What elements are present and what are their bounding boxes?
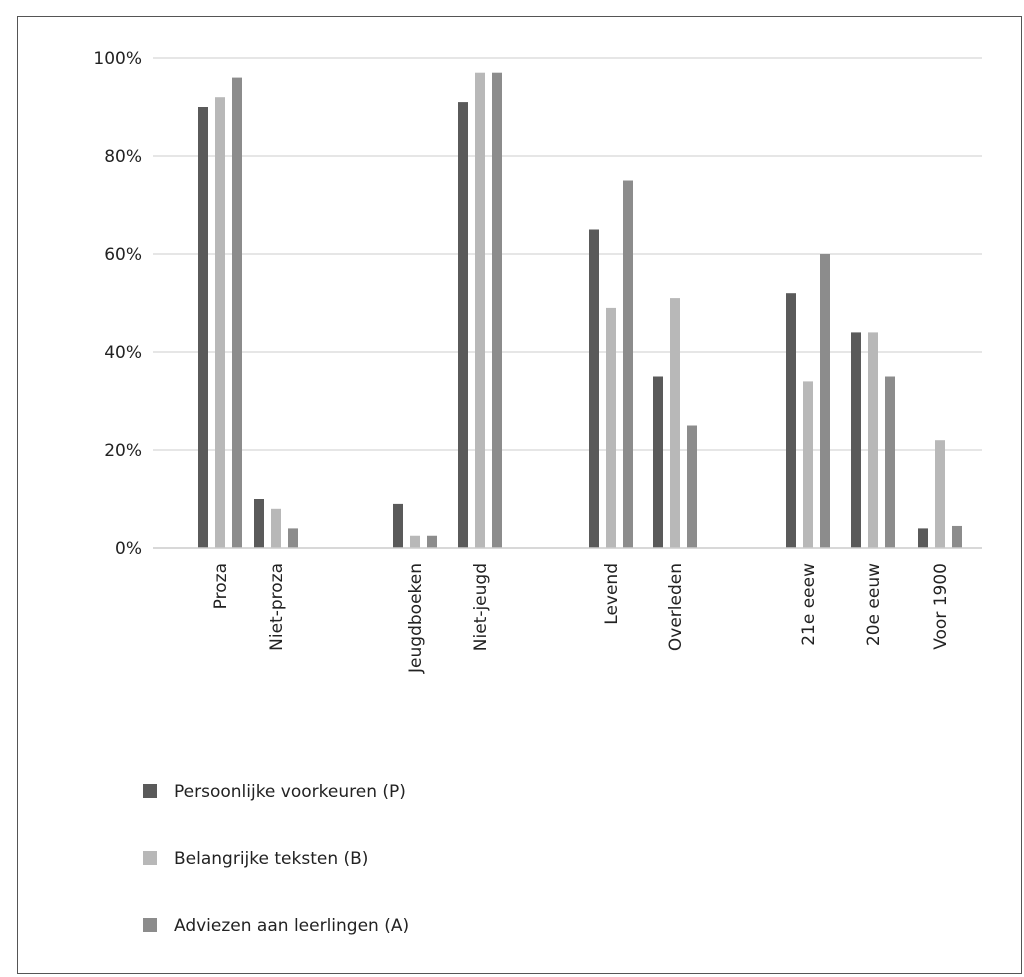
bars (198, 72, 962, 548)
y-tick-label: 0% (115, 539, 142, 559)
bar (885, 376, 895, 548)
category-label: Jeugdboeken (406, 563, 426, 674)
category-label: Levend (602, 563, 622, 625)
bar (232, 77, 242, 548)
bar (271, 508, 281, 548)
y-tick-label: 20% (104, 441, 142, 461)
legend-swatch (143, 918, 157, 932)
bar (623, 180, 633, 548)
legend-label: Belangrijke teksten (B) (174, 849, 368, 869)
bar (458, 102, 468, 548)
legend-swatch (143, 851, 157, 865)
y-tick-label: 40% (104, 343, 142, 363)
bar (492, 72, 502, 548)
bar (803, 381, 813, 548)
bar (687, 425, 697, 548)
y-tick-label: 60% (104, 245, 142, 265)
legend: Persoonlijke voorkeuren (P) Belangrijke t… (143, 782, 409, 936)
bar (410, 535, 420, 548)
bar (215, 97, 225, 548)
bar (427, 535, 437, 548)
bar (606, 307, 616, 548)
bar (868, 332, 878, 548)
bar (820, 254, 830, 548)
legend-label: Adviezen aan leerlingen (A) (174, 916, 409, 936)
category-label: Proza (211, 563, 231, 609)
category-label: Voor 1900 (931, 563, 951, 650)
bar (393, 503, 403, 548)
y-axis-ticks: 0% 20% 40% 60% 80% 100% (93, 49, 142, 559)
gridlines (153, 57, 982, 451)
category-label: Overleden (666, 563, 686, 651)
bar (670, 298, 680, 548)
bar (475, 72, 485, 548)
category-label: Niet-proza (267, 563, 287, 651)
category-label: 21e eeew (799, 563, 819, 646)
bar (254, 499, 264, 548)
bar (851, 332, 861, 548)
y-tick-label: 80% (104, 147, 142, 167)
category-label: 20e eeuw (864, 563, 884, 646)
bar (918, 528, 928, 548)
category-labels: Proza Niet-proza Jeugdboeken Niet-jeugd Leve… (211, 563, 951, 674)
bar (935, 440, 945, 548)
category-label: Niet-jeugd (471, 563, 491, 651)
bar (288, 528, 298, 548)
legend-label: Persoonlijke voorkeuren (P) (174, 782, 406, 802)
bar (786, 293, 796, 548)
bar (589, 229, 599, 548)
bar (653, 376, 663, 548)
bar (952, 525, 962, 548)
bar (198, 107, 208, 548)
legend-swatch (143, 784, 157, 798)
y-tick-label: 100% (93, 49, 142, 69)
